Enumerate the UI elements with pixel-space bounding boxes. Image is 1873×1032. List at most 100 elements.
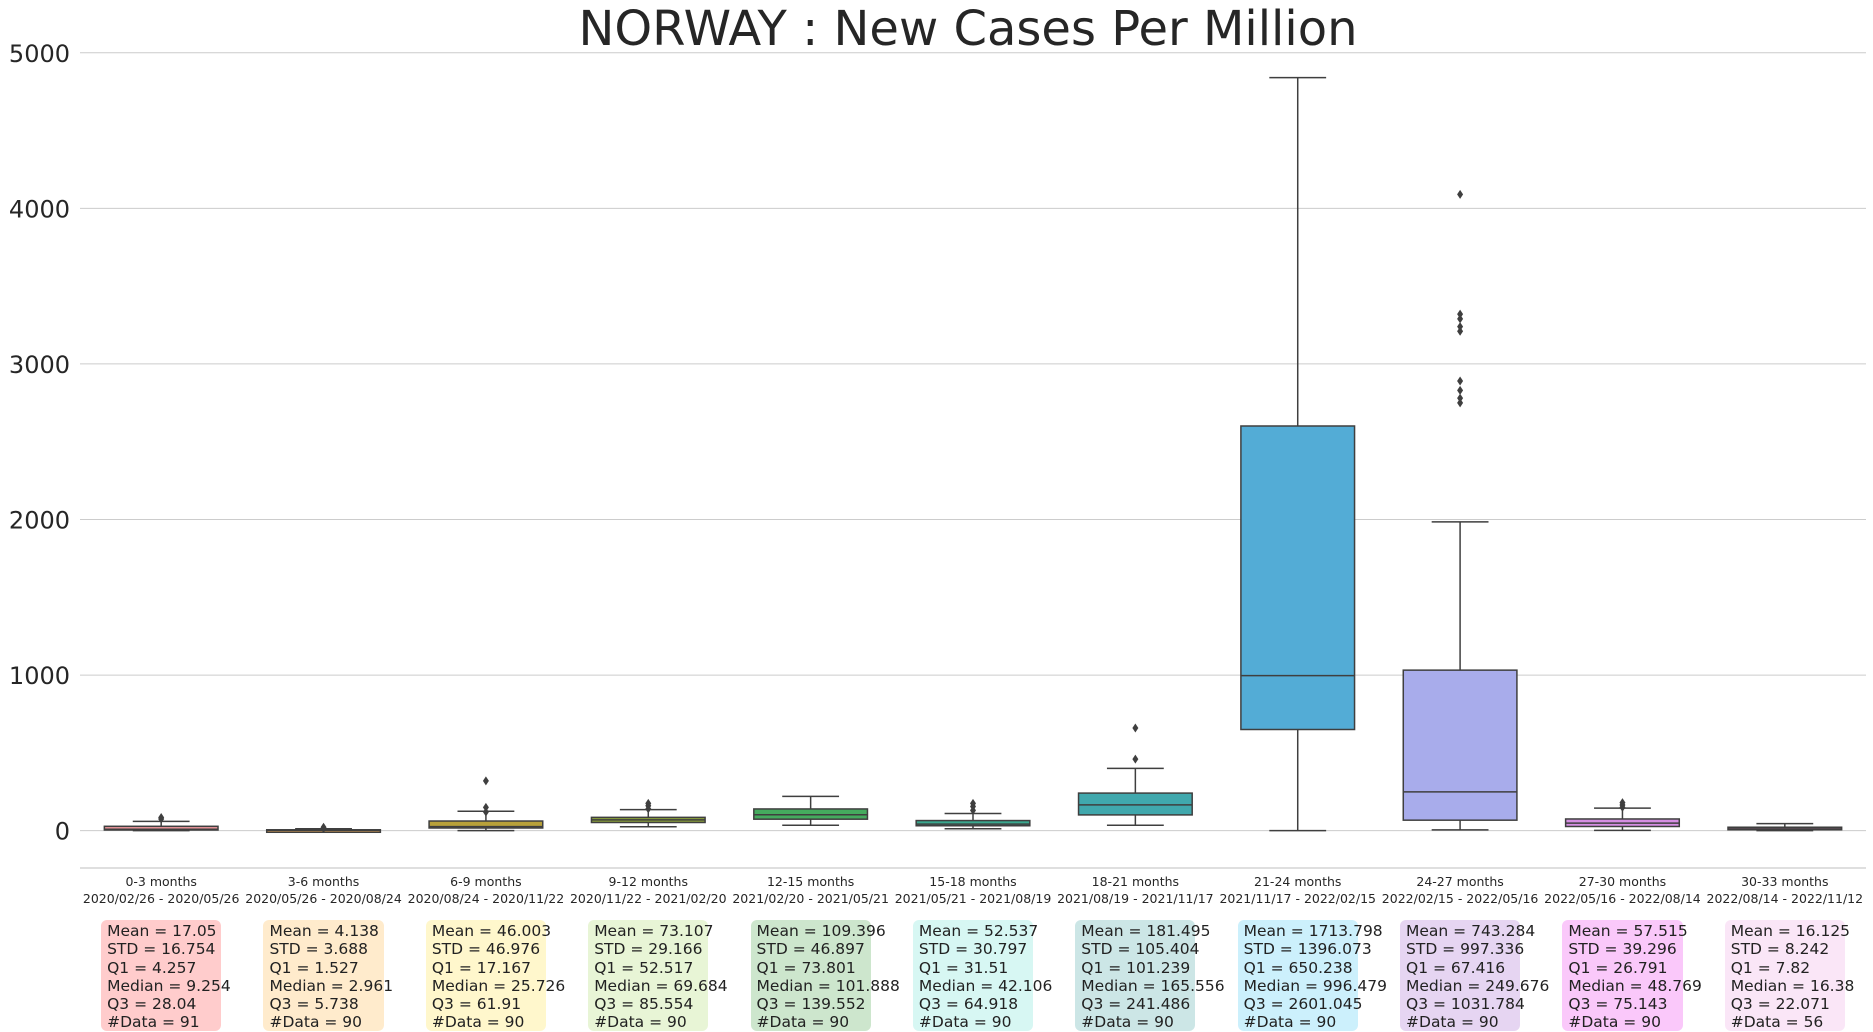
x-tick-dates: 2022/02/15 - 2022/05/16 bbox=[1382, 891, 1539, 906]
x-tick-label: 18-21 months bbox=[1092, 874, 1179, 889]
stats-line: Mean = 4.138 bbox=[269, 922, 379, 940]
y-tick-label: 2000 bbox=[9, 507, 70, 535]
outlier-point bbox=[645, 798, 652, 808]
x-tick-label: 9-12 months bbox=[609, 874, 688, 889]
stats-line: Median = 101.888 bbox=[756, 976, 900, 995]
box-5 bbox=[753, 795, 869, 826]
box-6 bbox=[915, 798, 1031, 830]
stats-line: #Data = 90 bbox=[756, 1013, 850, 1032]
outlier-point bbox=[970, 798, 976, 808]
stats-line: Median = 249.676 bbox=[1406, 976, 1550, 995]
box-2 bbox=[265, 822, 382, 834]
x-tick-label: 3-6 months bbox=[288, 874, 359, 889]
stats-line: Mean = 743.284 bbox=[1406, 922, 1536, 940]
outlier-point bbox=[320, 822, 327, 832]
stats-line: STD = 16.754 bbox=[107, 940, 216, 959]
stats-line: #Data = 90 bbox=[918, 1013, 1012, 1032]
y-tick-label: 3000 bbox=[9, 351, 70, 379]
x-tick-dates: 2022/05/16 - 2022/08/14 bbox=[1544, 891, 1701, 906]
y-tick-label: 0 bbox=[55, 818, 70, 846]
chart-title: NORWAY : New Cases Per Million bbox=[578, 1, 1357, 57]
x-tick-dates: 2021/05/21 - 2021/08/19 bbox=[895, 891, 1052, 906]
stats-box: Mean = 57.515 STD = 39.296 Q1 = 26.791 Medi… bbox=[1562, 920, 1702, 1032]
stats-line: Q1 = 26.791 bbox=[1568, 958, 1668, 977]
stats-line: STD = 3.688 bbox=[269, 940, 368, 959]
box-8 bbox=[1240, 76, 1356, 832]
outlier-point bbox=[482, 802, 489, 812]
x-tick-dates: 2020/02/26 - 2020/05/26 bbox=[83, 891, 240, 906]
x-tick-dates: 2021/02/20 - 2021/05/21 bbox=[732, 891, 889, 906]
stats-line: Q1 = 52.517 bbox=[594, 958, 694, 977]
stats-line: #Data = 90 bbox=[269, 1013, 363, 1032]
stats-line: Q1 = 1.527 bbox=[269, 958, 359, 977]
y-axis-ticks: 0 1000 2000 3000 4000 5000 bbox=[9, 40, 70, 846]
stats-line: Q1 = 73.801 bbox=[756, 958, 856, 977]
outlier-point bbox=[1457, 322, 1464, 332]
outlier-point bbox=[1132, 754, 1139, 764]
stats-line: Mean = 73.107 bbox=[594, 922, 714, 940]
stats-line: STD = 30.797 bbox=[918, 940, 1028, 959]
stats-line: #Data = 56 bbox=[1730, 1013, 1824, 1032]
x-tick-label: 0-3 months bbox=[125, 874, 196, 889]
box-body bbox=[1402, 669, 1518, 821]
stats-line: Q3 = 5.738 bbox=[269, 995, 359, 1014]
box-7 bbox=[1077, 723, 1193, 826]
stats-line: #Data = 90 bbox=[431, 1013, 525, 1032]
box-body bbox=[103, 825, 219, 831]
x-tick-label: 27-30 months bbox=[1579, 874, 1666, 889]
outlier-point bbox=[1457, 309, 1464, 319]
stats-line: Median = 165.556 bbox=[1081, 976, 1225, 995]
stats-box: Mean = 1713.798 STD = 1396.073 Q1 = 650.23… bbox=[1237, 920, 1387, 1031]
x-tick-dates: 2022/08/14 - 2022/11/12 bbox=[1707, 891, 1864, 906]
stats-line: Median = 16.38 bbox=[1730, 976, 1855, 995]
box-body bbox=[1240, 425, 1356, 731]
stats-line: Mean = 1713.798 bbox=[1243, 922, 1383, 940]
x-tick-label: 30-33 months bbox=[1741, 874, 1828, 889]
stats-line: Mean = 57.515 bbox=[1568, 922, 1688, 940]
box-body bbox=[428, 820, 544, 829]
stats-line: Median = 69.684 bbox=[594, 976, 728, 995]
x-tick-label: 21-24 months bbox=[1254, 874, 1341, 889]
stats-box: Mean = 17.05 STD = 16.754 Q1 = 4.257 Median… bbox=[101, 920, 231, 1032]
box-series bbox=[103, 76, 1843, 834]
stats-line: Q1 = 101.239 bbox=[1081, 958, 1191, 977]
outlier-point bbox=[1457, 189, 1464, 199]
stats-line: STD = 29.166 bbox=[594, 940, 703, 959]
stats-line: Q1 = 650.238 bbox=[1243, 958, 1353, 977]
y-tick-label: 1000 bbox=[9, 662, 70, 690]
stats-line: #Data = 91 bbox=[107, 1013, 200, 1032]
stats-line: Mean = 109.396 bbox=[756, 922, 886, 940]
stats-line: Median = 48.769 bbox=[1568, 976, 1702, 995]
outlier-point bbox=[1457, 393, 1464, 403]
box-11 bbox=[1727, 822, 1843, 832]
stats-line: Q3 = 28.04 bbox=[107, 995, 197, 1014]
stats-line: Q3 = 2601.045 bbox=[1243, 995, 1363, 1014]
x-tick-dates: 2020/08/24 - 2020/11/22 bbox=[408, 891, 565, 906]
stats-line: Q3 = 64.918 bbox=[918, 995, 1019, 1014]
x-tick-label: 15-18 months bbox=[929, 874, 1016, 889]
stats-line: STD = 1396.073 bbox=[1243, 940, 1372, 959]
y-tick-label: 5000 bbox=[9, 40, 70, 68]
box-1 bbox=[103, 812, 219, 832]
stats-line: STD = 8.242 bbox=[1730, 940, 1830, 959]
stats-line: Q1 = 67.416 bbox=[1406, 958, 1506, 977]
outlier-point bbox=[1457, 376, 1464, 386]
stats-line: Mean = 181.495 bbox=[1081, 922, 1211, 940]
stats-line: #Data = 90 bbox=[594, 1013, 687, 1032]
stats-line: Q3 = 22.071 bbox=[1730, 995, 1830, 1014]
x-tick-dates: 2020/05/26 - 2020/08/24 bbox=[245, 891, 402, 906]
outlier-point bbox=[158, 812, 165, 822]
stats-line: Q3 = 139.552 bbox=[756, 995, 866, 1014]
stats-box: Mean = 73.107 STD = 29.166 Q1 = 52.517 Medi… bbox=[588, 920, 728, 1032]
grid-lines bbox=[80, 52, 1866, 832]
stats-line: Q1 = 31.51 bbox=[918, 958, 1009, 977]
stats-line: STD = 46.897 bbox=[756, 940, 865, 959]
box-10 bbox=[1564, 798, 1681, 832]
stats-line: Median = 9.254 bbox=[107, 976, 231, 995]
stats-line: #Data = 90 bbox=[1568, 1013, 1661, 1032]
x-tick-dates: 2020/11/22 - 2021/02/20 bbox=[570, 891, 727, 906]
stats-line: #Data = 90 bbox=[1406, 1013, 1499, 1032]
stats-line: STD = 997.336 bbox=[1406, 940, 1525, 959]
box-3 bbox=[428, 776, 544, 832]
x-tick-label: 24-27 months bbox=[1416, 874, 1503, 889]
